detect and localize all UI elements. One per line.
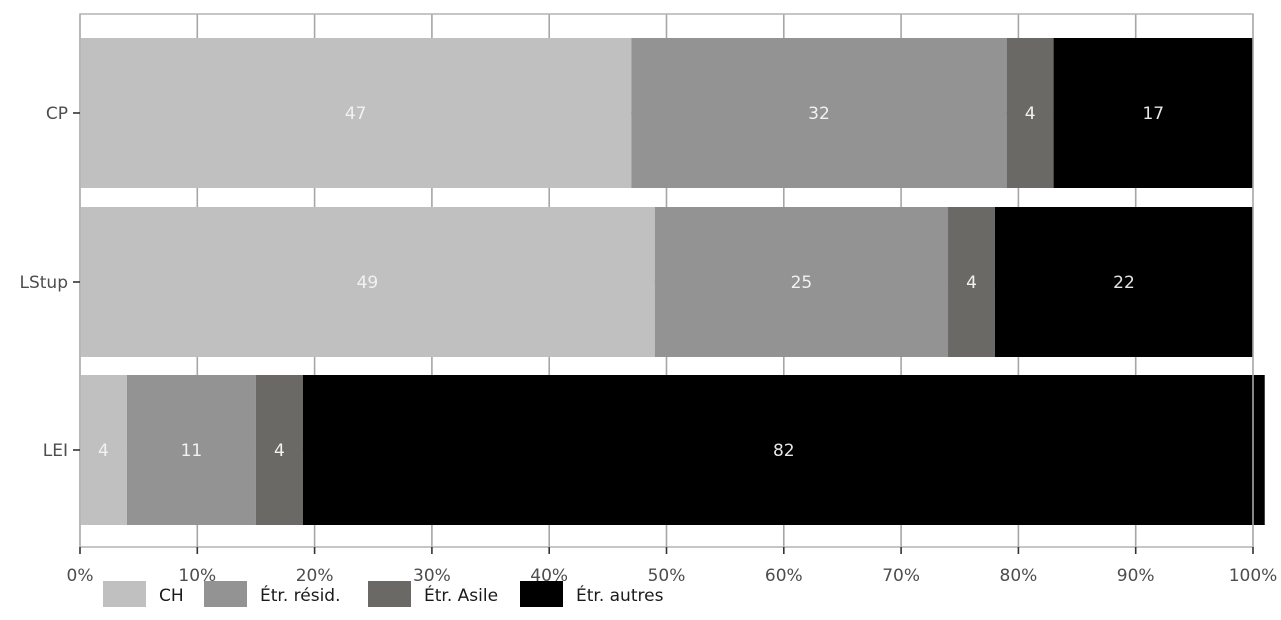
bar-segment xyxy=(1053,38,1253,188)
bar-value-label: 25 xyxy=(791,273,813,293)
legend-swatch xyxy=(103,581,146,607)
bar-segment xyxy=(80,207,655,357)
y-category-label: LEI xyxy=(43,441,68,461)
legend-label: Étr. Asile xyxy=(424,584,498,606)
x-tick-label: 70% xyxy=(882,566,920,586)
bar-value-label: 17 xyxy=(1142,104,1164,124)
bar-segment xyxy=(1006,38,1054,188)
x-tick-label: 100% xyxy=(1229,566,1278,586)
y-category-label: LStup xyxy=(20,273,69,293)
bar-value-label: 4 xyxy=(966,273,977,293)
bar-segment xyxy=(80,38,632,188)
legend-label: Étr. résid. xyxy=(260,584,341,606)
bar-value-label: 4 xyxy=(1025,104,1036,124)
bar-segment xyxy=(631,38,1007,188)
bar-value-label: 4 xyxy=(274,441,285,461)
bar-value-label: 82 xyxy=(773,441,795,461)
bar-value-labels: 47 32 4 17 49 25 4 22 4 11 4 82 xyxy=(98,104,1164,461)
bar-segment xyxy=(654,207,949,357)
bar-value-label: 11 xyxy=(181,441,203,461)
bar-segment xyxy=(994,207,1253,357)
legend-swatch xyxy=(368,581,411,607)
x-tick-label: 50% xyxy=(648,566,686,586)
bar-segment xyxy=(948,207,995,357)
legend-swatch xyxy=(520,581,563,607)
legend-label: CH xyxy=(159,586,184,606)
x-tick-label: 20% xyxy=(296,566,334,586)
x-tick-label: 30% xyxy=(413,566,451,586)
bar-segment xyxy=(80,375,127,525)
legend: CH Étr. résid. Étr. Asile Étr. autres xyxy=(103,581,664,607)
x-tick-label: 80% xyxy=(1000,566,1038,586)
bar-value-label: 4 xyxy=(98,441,109,461)
bar-value-label: 49 xyxy=(357,273,379,293)
bar-segment xyxy=(255,375,303,525)
axes: 0% 10% 20% 30% 40% 50% 60% 70% 80% 90% 100%CPLStup… xyxy=(20,104,1278,586)
x-tick-label: 60% xyxy=(765,566,803,586)
bar-value-label: 47 xyxy=(345,104,367,124)
bar-segments xyxy=(80,38,1265,525)
legend-swatch xyxy=(204,581,247,607)
y-category-label: CP xyxy=(46,104,68,124)
bar-segment xyxy=(302,375,1265,525)
x-tick-label: 90% xyxy=(1117,566,1155,586)
x-tick-label: 0% xyxy=(67,566,94,586)
bar-value-label: 32 xyxy=(808,104,830,124)
bar-segment xyxy=(126,375,256,525)
bar-value-label: 22 xyxy=(1113,273,1135,293)
legend-label: Étr. autres xyxy=(576,584,664,606)
